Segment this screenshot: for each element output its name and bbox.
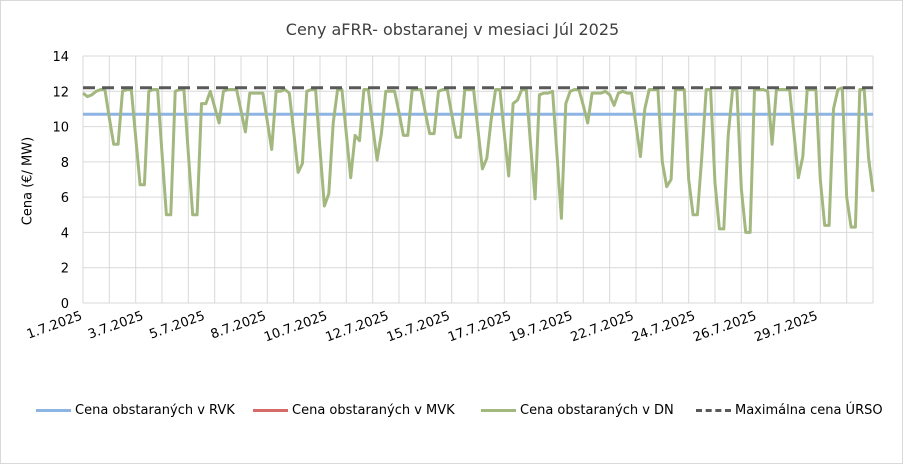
x-tick-label: 26.7.2025	[691, 309, 758, 346]
x-tick-label: 19.7.2025	[507, 309, 574, 346]
series-line-cena-obstaran-ch-v-dn	[82, 86, 875, 234]
legend-label-mvk: Cena obstaraných v MVK	[292, 403, 455, 418]
legend-item-max: Maximálna cena ÚRSO	[696, 403, 883, 418]
y-tick-label: 2	[61, 262, 69, 277]
legend-label-max: Maximálna cena ÚRSO	[735, 403, 883, 418]
y-tick-label: 12	[52, 85, 69, 100]
legend-swatch-dn	[481, 409, 516, 412]
y-tick-label: 4	[61, 226, 69, 241]
x-tick-label: 22.7.2025	[569, 309, 636, 346]
legend-label-dn: Cena obstaraných v DN	[520, 403, 674, 418]
x-tick-label: 1.7.2025	[25, 309, 85, 343]
x-tick-label: 17.7.2025	[446, 309, 513, 346]
legend-swatch-mvk	[253, 409, 288, 412]
legend: Cena obstaraných v RVK Cena obstaraných …	[1, 403, 903, 423]
legend-item-dn: Cena obstaraných v DN	[481, 403, 674, 418]
x-tick-label: 8.7.2025	[209, 309, 269, 343]
legend-item-mvk: Cena obstaraných v MVK	[253, 403, 455, 418]
x-tick-label: 12.7.2025	[324, 309, 391, 346]
x-tick-label: 15.7.2025	[385, 309, 452, 346]
chart-title: Ceny aFRR- obstaranej v mesiaci Júl 2025	[285, 20, 620, 39]
x-tick-label: 24.7.2025	[630, 309, 697, 346]
x-tick-label: 5.7.2025	[147, 309, 207, 343]
y-tick-label: 6	[61, 191, 69, 206]
legend-swatch-rvk	[36, 409, 71, 412]
y-tick-label: 8	[61, 156, 69, 171]
legend-label-rvk: Cena obstaraných v RVK	[75, 403, 235, 418]
x-tick-label: 10.7.2025	[262, 309, 329, 346]
x-tick-label: 3.7.2025	[86, 309, 146, 343]
x-tick-label: 29.7.2025	[753, 309, 820, 346]
y-tick-label: 14	[52, 50, 69, 65]
y-tick-label: 10	[52, 121, 69, 136]
legend-item-rvk: Cena obstaraných v RVK	[36, 403, 235, 418]
y-tick-label: 0	[61, 297, 69, 312]
legend-swatch-max	[696, 409, 731, 412]
